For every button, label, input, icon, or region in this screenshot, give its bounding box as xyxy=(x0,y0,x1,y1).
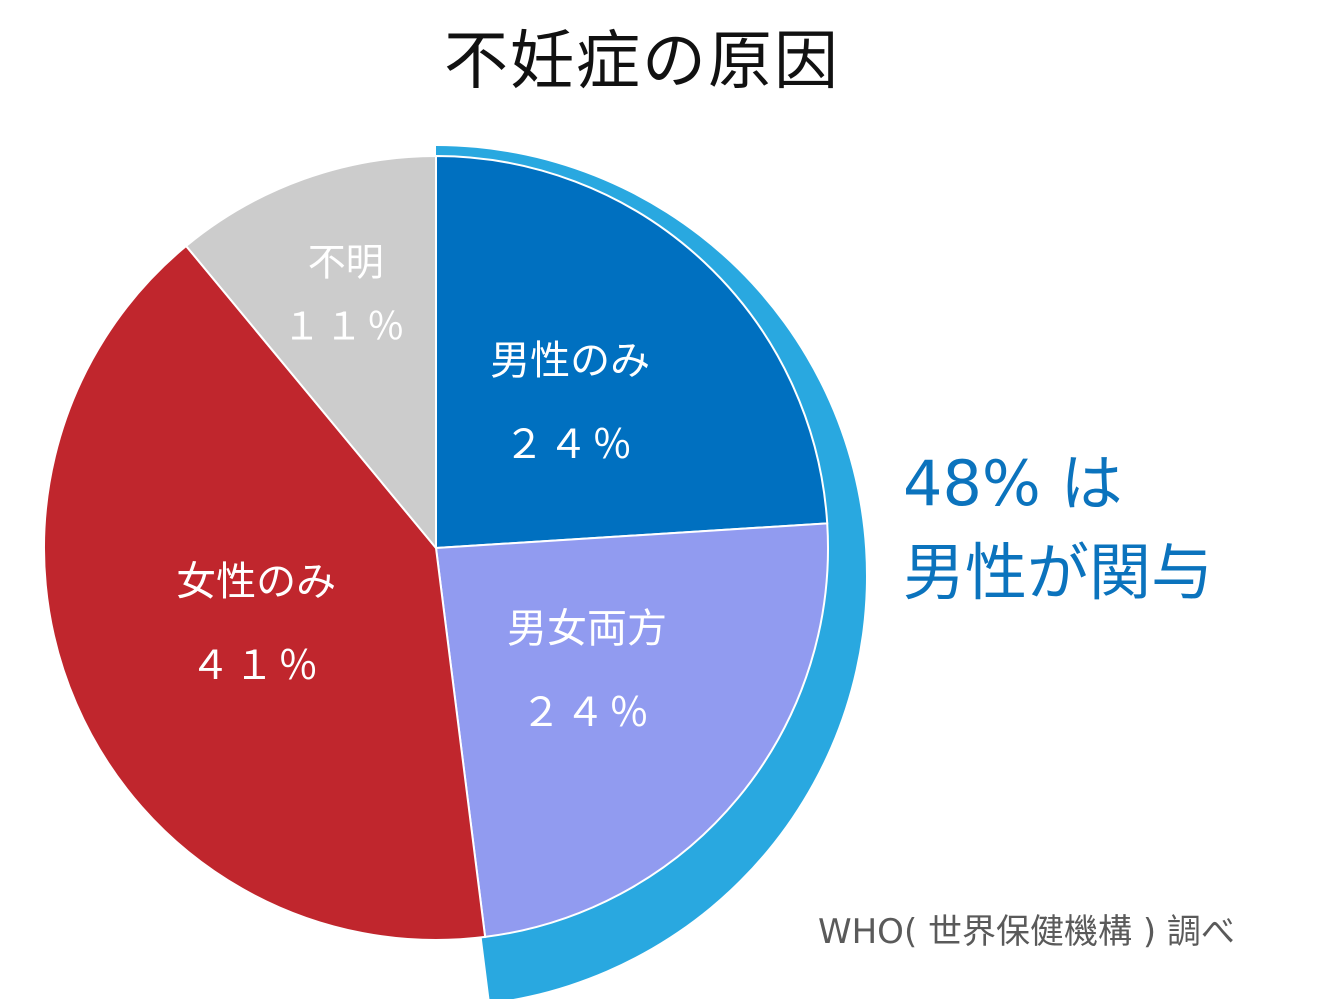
slice-value-label-3: １１％ xyxy=(283,305,409,349)
pie-slice-0 xyxy=(435,154,829,550)
pie-slice-1 xyxy=(434,522,829,939)
slice-name-label-0: 男性のみ xyxy=(490,338,650,384)
chart-title: 不妊症の原因 xyxy=(444,25,840,99)
slice-labels: 男性のみ ２４％ 男女両方 ２４％ 女性のみ ４１％ 不明 １１％ xyxy=(176,241,667,736)
pie-slice-3 xyxy=(184,154,437,551)
slice-name-label-1: 男女両方 xyxy=(507,606,667,652)
callout-male-involvement-line1: 48% は xyxy=(903,447,1123,520)
slice-name-label-3: 不明 xyxy=(308,241,384,285)
slice-value-label-0: ２４％ xyxy=(504,422,636,468)
source-note: WHO( 世界保健機構 ) 調べ xyxy=(818,912,1235,952)
slice-name-label-2: 女性のみ xyxy=(176,559,336,605)
pie-slice-2 xyxy=(43,244,487,941)
callout-male-involvement-line2: 男性が関与 xyxy=(903,536,1214,609)
slice-value-label-1: ２４％ xyxy=(521,690,653,736)
pie-slices xyxy=(43,154,829,941)
slice-value-label-2: ４１％ xyxy=(190,643,322,689)
